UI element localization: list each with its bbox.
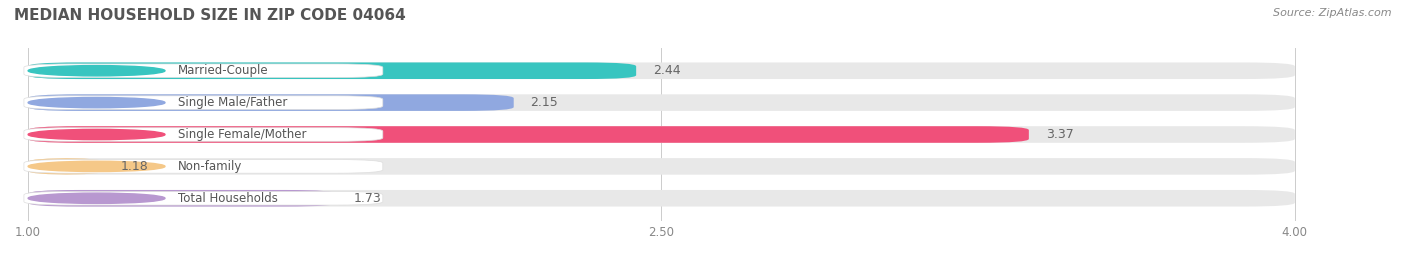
FancyBboxPatch shape — [24, 64, 382, 77]
Text: Total Households: Total Households — [177, 192, 277, 205]
Text: MEDIAN HOUSEHOLD SIZE IN ZIP CODE 04064: MEDIAN HOUSEHOLD SIZE IN ZIP CODE 04064 — [14, 8, 406, 23]
FancyBboxPatch shape — [24, 160, 382, 173]
FancyBboxPatch shape — [28, 158, 104, 175]
FancyBboxPatch shape — [28, 94, 513, 111]
FancyBboxPatch shape — [28, 190, 1295, 207]
Circle shape — [28, 193, 165, 203]
Circle shape — [28, 97, 165, 108]
Text: 2.44: 2.44 — [652, 64, 681, 77]
Text: Source: ZipAtlas.com: Source: ZipAtlas.com — [1274, 8, 1392, 18]
Text: Single Female/Mother: Single Female/Mother — [177, 128, 307, 141]
Circle shape — [28, 161, 165, 172]
Text: Non-family: Non-family — [177, 160, 242, 173]
Text: 1.18: 1.18 — [121, 160, 149, 173]
Text: 3.37: 3.37 — [1046, 128, 1073, 141]
FancyBboxPatch shape — [28, 94, 1295, 111]
Text: 2.15: 2.15 — [530, 96, 558, 109]
FancyBboxPatch shape — [28, 158, 1295, 175]
Text: 1.73: 1.73 — [353, 192, 381, 205]
FancyBboxPatch shape — [28, 126, 1295, 143]
Circle shape — [28, 66, 165, 76]
Circle shape — [28, 129, 165, 140]
FancyBboxPatch shape — [24, 192, 382, 205]
FancyBboxPatch shape — [28, 62, 636, 79]
FancyBboxPatch shape — [24, 96, 382, 109]
Text: Married-Couple: Married-Couple — [177, 64, 269, 77]
FancyBboxPatch shape — [28, 62, 1295, 79]
FancyBboxPatch shape — [24, 128, 382, 141]
Text: Single Male/Father: Single Male/Father — [177, 96, 287, 109]
FancyBboxPatch shape — [28, 126, 1029, 143]
FancyBboxPatch shape — [28, 190, 336, 207]
